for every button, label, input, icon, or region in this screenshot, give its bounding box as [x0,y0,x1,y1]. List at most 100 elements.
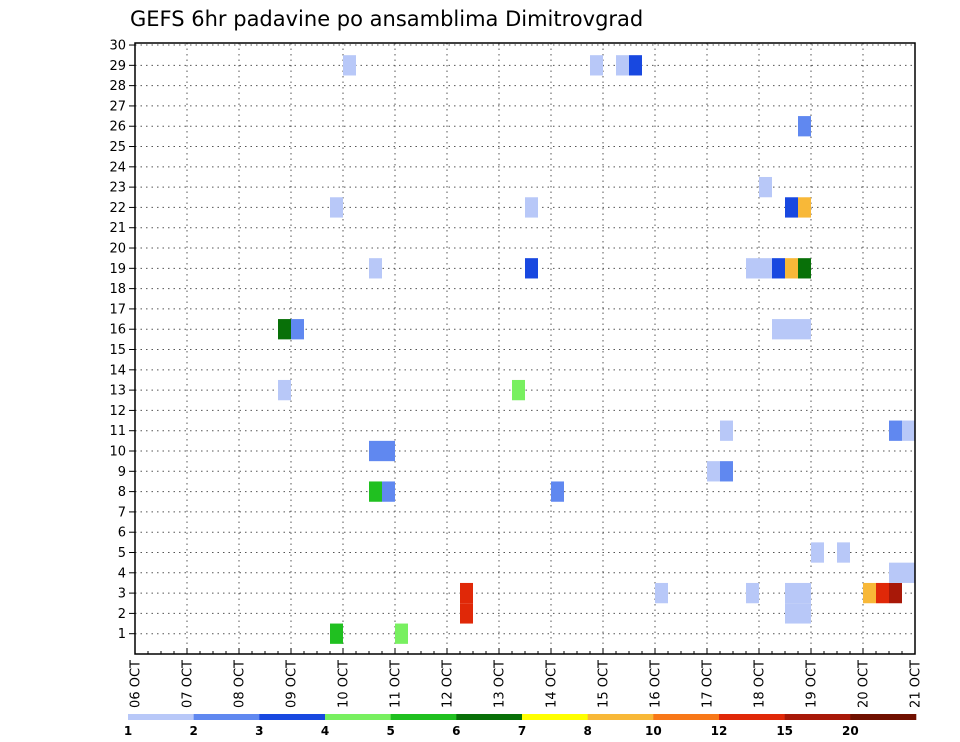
precip-cell [525,197,538,218]
y-tick-label: 11 [109,424,126,439]
y-tick-label: 14 [109,363,126,378]
y-tick-label: 15 [109,343,126,358]
colorbar-segment [653,714,720,720]
precip-cell [798,319,811,340]
x-tick-label: 15 OCT [597,660,612,708]
y-axis: 1234567891011121314151617181920212223242… [109,39,135,642]
precip-cell [785,582,798,604]
y-tick-label: 19 [109,262,126,277]
colorbar-label: 2 [189,724,197,738]
precip-cell [382,440,395,462]
precip-cell [785,319,798,340]
precip-cell [291,319,304,340]
y-tick-label: 20 [109,242,126,257]
precip-cell [798,197,811,218]
x-tick-label: 08 OCT [233,660,248,708]
precip-cell [278,319,291,340]
colorbar-segment [587,714,654,720]
precip-cell [720,420,733,441]
precip-cell [772,258,785,279]
colorbar-label: 5 [386,724,394,738]
precip-cell [902,420,915,441]
colorbar-label: 12 [711,724,728,738]
y-tick-label: 5 [118,546,126,561]
precip-cell [798,603,811,624]
precip-cell [460,603,473,624]
colorbar-label: 20 [842,724,859,738]
colorbar-label: 4 [321,724,329,738]
precip-cell [811,542,824,563]
precip-cell [369,481,382,502]
x-tick-label: 17 OCT [701,660,716,708]
colorbar-label: 3 [255,724,263,738]
y-tick-label: 9 [118,465,126,480]
x-tick-label: 11 OCT [389,660,404,708]
precip-cell [746,582,759,604]
y-tick-label: 10 [109,445,126,460]
x-tick-label: 18 OCT [753,660,768,708]
y-tick-label: 25 [109,140,126,155]
colorbar-segment [719,714,785,720]
x-tick-label: 16 OCT [649,660,664,708]
y-tick-label: 22 [109,201,126,216]
colorbar-label: 6 [452,724,460,738]
y-tick-label: 7 [118,505,126,520]
precip-cell [395,623,408,644]
y-tick-label: 18 [109,282,126,297]
colorbar-segment [456,714,523,720]
precip-cell [785,197,798,218]
colorbar-segment [259,714,326,720]
y-tick-label: 16 [109,323,126,338]
precip-cell [746,258,759,279]
y-tick-label: 21 [109,221,126,236]
colorbar-label: 1 [124,724,132,738]
precip-cell [889,582,902,604]
colorbar-segment [784,714,851,720]
x-tick-label: 21 OCT [909,660,924,708]
precip-cell [460,582,473,604]
precip-cell [889,420,902,441]
colorbar-segment [128,714,194,720]
y-tick-label: 24 [109,160,126,175]
precip-cell [837,542,850,563]
y-tick-label: 8 [118,485,126,500]
colorbar-segment [390,714,457,720]
data-cells [278,55,915,644]
precip-cell [655,582,668,604]
precip-cell [798,258,811,279]
precip-cell [330,197,343,218]
y-tick-label: 3 [118,587,126,602]
y-tick-label: 13 [109,384,126,399]
y-tick-label: 1 [118,627,126,642]
precip-cell [785,258,798,279]
precip-cell [785,603,798,624]
precip-cell [863,582,876,604]
y-tick-label: 27 [109,99,126,114]
x-tick-label: 09 OCT [285,660,300,708]
precip-cell [889,562,902,583]
precip-cell [369,440,382,462]
colorbar: 1 2 3 4 5 6 7 8 10 12 15 20 [124,714,917,738]
precip-cell [798,116,811,137]
colorbar-segment [193,714,260,720]
precip-cell [798,582,811,604]
colorbar-label: 10 [645,724,662,738]
precip-cell [330,623,343,644]
precip-cell [590,55,603,76]
precip-cell [759,258,772,279]
x-axis: 06 OCT 07 OCT 08 OCT 09 OCT 10 OCT 11 OCT 12 O… [129,648,924,708]
precip-cell [551,481,564,502]
precip-cell [369,258,382,279]
chart-title: GEFS 6hr padavine po ansamblima Dimitrov… [130,7,643,31]
y-tick-label: 12 [109,404,126,419]
colorbar-segment [850,714,917,720]
x-tick-label: 13 OCT [493,660,508,708]
precip-cell [278,379,291,401]
precip-cell [512,379,525,401]
precip-cell [876,582,889,604]
precip-cell [720,461,733,482]
y-tick-label: 28 [109,79,126,94]
y-tick-label: 6 [118,526,126,541]
precip-cell [525,258,538,279]
